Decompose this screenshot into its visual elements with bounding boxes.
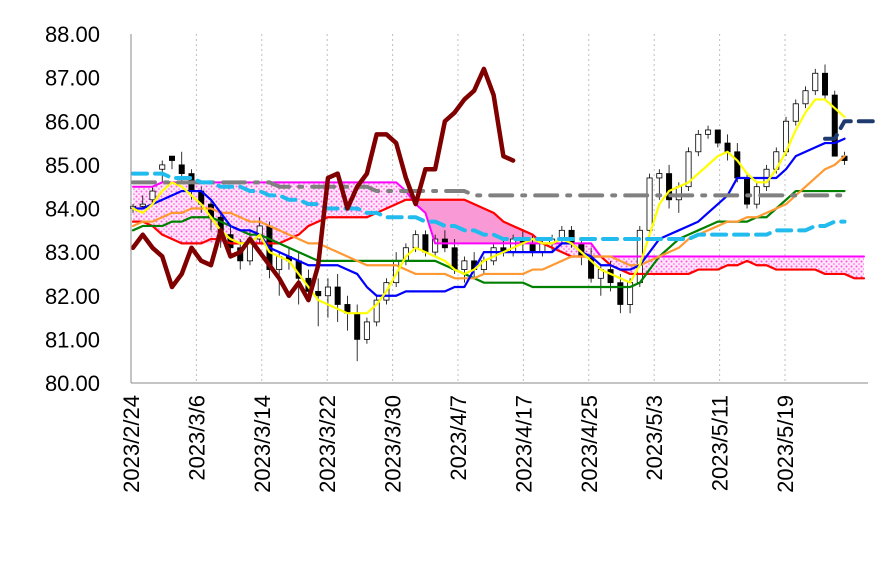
- candle: [617, 273, 624, 314]
- candle-body: [656, 173, 663, 179]
- candle: [705, 125, 712, 139]
- x-tick-label: 2023/3/6: [184, 395, 209, 481]
- x-tick-label: 2023/2/24: [119, 395, 144, 493]
- x-tick-label: 2023/4/25: [577, 395, 602, 493]
- candle: [373, 295, 380, 327]
- y-tick-label: 88.00: [45, 22, 100, 47]
- candle-body: [529, 242, 536, 253]
- candle-body: [705, 129, 712, 135]
- x-tick-label: 2023/4/7: [446, 395, 471, 481]
- candle: [285, 247, 292, 270]
- candle: [315, 278, 322, 327]
- y-tick-label: 81.00: [45, 327, 100, 352]
- x-tick-label: 2023/3/22: [315, 395, 340, 493]
- candle-body: [685, 151, 692, 188]
- candle-body: [412, 234, 419, 249]
- candle-body: [792, 103, 799, 122]
- candle: [695, 129, 702, 157]
- y-tick-label: 84.00: [45, 197, 100, 222]
- y-tick-label: 85.00: [45, 153, 100, 178]
- y-tick-label: 80.00: [45, 371, 100, 396]
- candle-body: [822, 72, 829, 96]
- candle-body: [724, 142, 731, 153]
- candle-body: [139, 203, 146, 207]
- y-tick-label: 87.00: [45, 66, 100, 91]
- candle-body: [149, 190, 156, 201]
- candle-body: [334, 286, 341, 305]
- candle-body: [178, 164, 185, 175]
- candle: [363, 317, 370, 344]
- x-tick-labels: 2023/2/24 2023/3/6 2023/3/14 2023/3/22 2023/…: [119, 395, 798, 493]
- candle: [334, 273, 341, 322]
- indicator-lines: [130, 66, 876, 315]
- candle-body: [607, 269, 614, 284]
- candle-body: [666, 173, 673, 201]
- candle-body: [159, 164, 166, 170]
- candle-body: [451, 247, 458, 270]
- candle-body: [734, 151, 741, 179]
- candle-body: [744, 177, 751, 205]
- series-line: [130, 66, 516, 303]
- candle-body: [373, 299, 380, 323]
- candle: [666, 164, 673, 209]
- y-tick-label: 83.00: [45, 240, 100, 265]
- x-tick-label: 2023/3/14: [250, 395, 275, 493]
- candle: [149, 186, 156, 205]
- candle: [168, 155, 175, 170]
- candle: [490, 243, 497, 266]
- candle-body: [695, 133, 702, 153]
- y-tick-labels: 80.00 81.00 82.00 83.00 84.00 85.00 86.00 87.00…: [45, 22, 100, 396]
- candle: [822, 64, 829, 100]
- series-line: [131, 180, 847, 198]
- candle: [792, 99, 799, 126]
- candle-body: [617, 282, 624, 305]
- candle-body: [315, 290, 322, 297]
- candle-body: [324, 286, 331, 297]
- x-tick-label: 2023/5/19: [773, 395, 798, 493]
- candle-body: [461, 260, 468, 270]
- x-tick-label: 2023/5/3: [642, 395, 667, 481]
- candle: [432, 234, 439, 257]
- candle-body: [490, 247, 497, 262]
- candle: [802, 86, 809, 109]
- candle-body: [354, 312, 361, 340]
- x-tick-label: 2023/3/30: [381, 395, 406, 493]
- candle-body: [646, 177, 653, 231]
- x-tick-label: 2023/4/17: [511, 395, 536, 493]
- candle: [685, 147, 692, 192]
- candle: [159, 160, 166, 183]
- candle-body: [802, 90, 809, 105]
- candle-body: [831, 94, 838, 157]
- x-tick-label: 2023/5/11: [708, 395, 733, 491]
- candle-body: [363, 321, 370, 340]
- candle-body: [432, 238, 439, 253]
- candle-body: [812, 72, 819, 92]
- candle: [324, 278, 331, 318]
- candle: [646, 173, 653, 235]
- cloud-area: [415, 199, 543, 244]
- candle: [139, 195, 146, 209]
- candle: [714, 129, 721, 148]
- candle-body: [168, 155, 175, 161]
- candle-body: [422, 234, 429, 253]
- candle: [812, 68, 819, 96]
- y-tick-label: 86.00: [45, 109, 100, 134]
- series-line: [131, 171, 847, 242]
- candle-body: [714, 129, 721, 144]
- candle: [724, 134, 731, 161]
- axes: [130, 34, 868, 384]
- series-line: [823, 119, 876, 141]
- series-line: [131, 155, 846, 280]
- y-tick-label: 82.00: [45, 284, 100, 309]
- candle: [831, 90, 838, 157]
